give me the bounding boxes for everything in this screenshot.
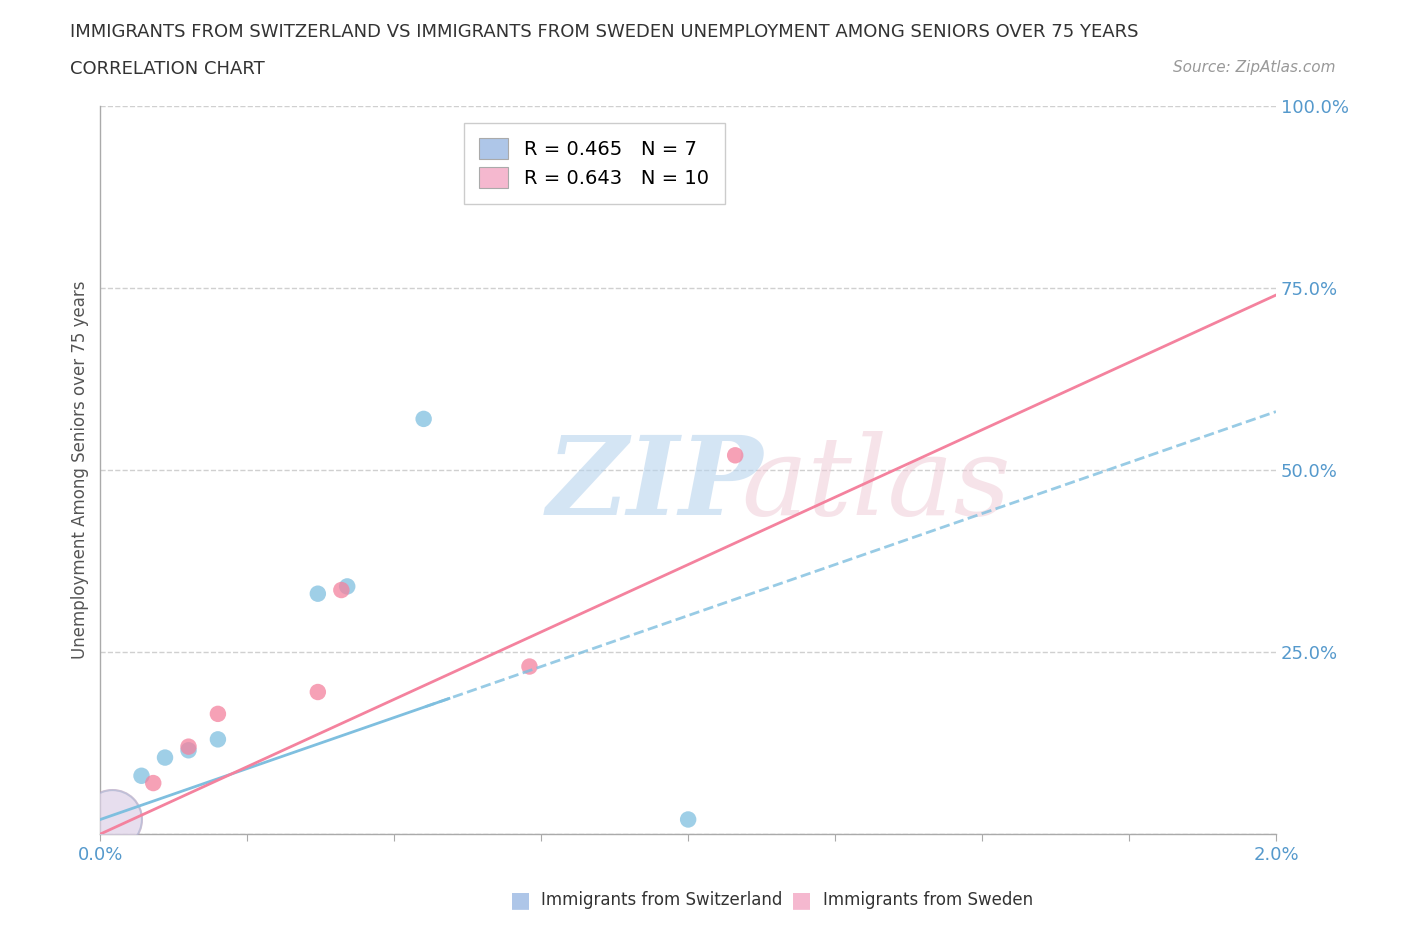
Point (724, 448, 747, 463)
Point (676, 812, 699, 827)
Text: IMMIGRANTS FROM SWITZERLAND VS IMMIGRANTS FROM SWEDEN UNEMPLOYMENT AMONG SENIORS: IMMIGRANTS FROM SWITZERLAND VS IMMIGRANT… (70, 23, 1139, 41)
Text: ■: ■ (792, 890, 811, 910)
Text: ZIP: ZIP (547, 431, 763, 538)
Point (153, 751, 176, 765)
Point (142, 776, 165, 790)
Point (307, 684, 329, 699)
Text: Immigrants from Sweden: Immigrants from Sweden (823, 891, 1032, 910)
Point (101, 812, 124, 827)
Legend: R = 0.465   N = 7, R = 0.643   N = 10: R = 0.465 N = 7, R = 0.643 N = 10 (464, 123, 724, 204)
Text: CORRELATION CHART: CORRELATION CHART (70, 60, 266, 78)
Point (101, 812, 124, 827)
Text: ■: ■ (510, 890, 530, 910)
Point (207, 732, 229, 747)
Point (177, 743, 200, 758)
Text: atlas: atlas (741, 431, 1011, 538)
Point (412, 411, 434, 426)
Point (131, 768, 153, 783)
Text: Source: ZipAtlas.com: Source: ZipAtlas.com (1173, 60, 1336, 75)
Point (519, 659, 541, 674)
Point (336, 579, 359, 594)
Point (207, 707, 229, 722)
Text: Immigrants from Switzerland: Immigrants from Switzerland (541, 891, 783, 910)
Point (330, 582, 353, 597)
Point (177, 739, 200, 754)
Point (307, 586, 329, 601)
Y-axis label: Unemployment Among Seniors over 75 years: Unemployment Among Seniors over 75 years (72, 281, 89, 659)
